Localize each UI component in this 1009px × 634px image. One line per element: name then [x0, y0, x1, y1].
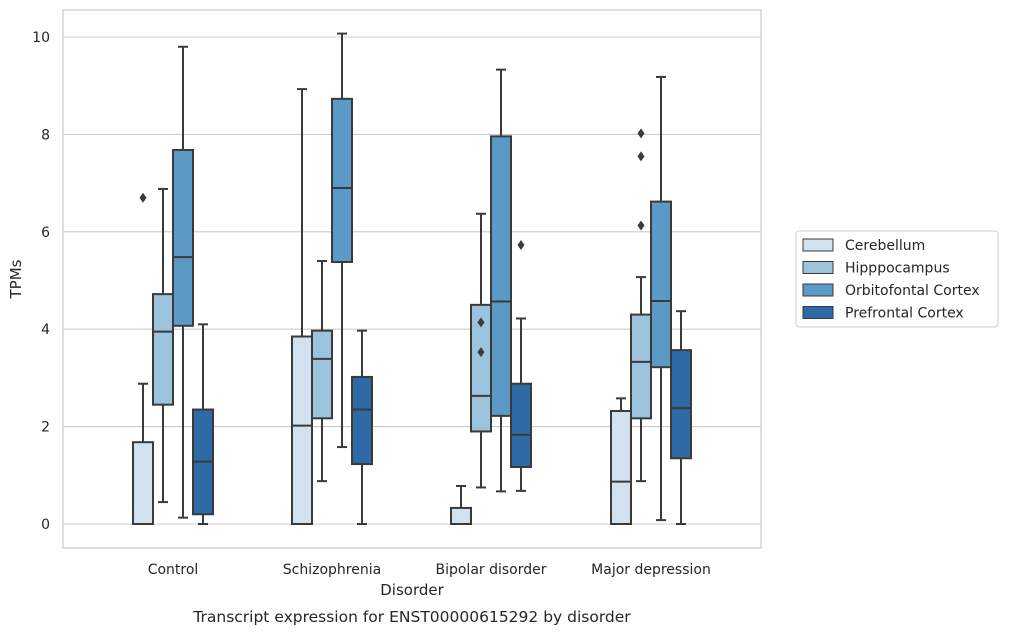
- box-hipppocampus: [630, 128, 652, 483]
- box-iqr: [610, 410, 632, 525]
- x-axis-ticks: Control Schizophrenia Bipolar disorder Majo…: [148, 562, 711, 578]
- box-iqr: [331, 97, 353, 263]
- box-orbitofontal-cortex: [331, 32, 353, 449]
- y-tick-label: 10: [32, 30, 50, 46]
- box-iqr: [490, 135, 512, 417]
- outlier-point: [139, 192, 147, 203]
- y-axis-ticks: 0 2 4 6 8 10: [32, 30, 50, 533]
- x-tick-label: Bipolar disorder: [435, 562, 546, 578]
- box-iqr: [510, 382, 532, 469]
- outlier-point: [637, 128, 645, 139]
- box-iqr: [351, 375, 373, 466]
- outlier-point: [637, 151, 645, 162]
- y-tick-label: 0: [41, 517, 50, 533]
- box-iqr: [450, 506, 472, 525]
- legend-frame: [795, 230, 999, 328]
- legend-label: Hipppocampus: [845, 261, 950, 277]
- box-prefrontal-cortex: [192, 323, 214, 525]
- legend-label: Prefrontal Cortex: [845, 306, 964, 322]
- outlier-point: [477, 317, 485, 328]
- box-orbitofontal-cortex: [172, 45, 194, 519]
- y-tick-label: 2: [41, 420, 50, 436]
- y-tick-label: 8: [41, 127, 50, 143]
- box-cerebellum: [291, 88, 313, 525]
- box-hipppocampus: [470, 212, 492, 489]
- outlier-point: [637, 220, 645, 231]
- box-hipppocampus: [152, 187, 174, 504]
- box-prefrontal-cortex: [510, 239, 532, 492]
- legend: Cerebellum Hipppocampus Orbitofontal Corte…: [795, 230, 999, 328]
- x-axis-title: Disorder: [380, 581, 444, 599]
- box-iqr: [630, 313, 652, 420]
- box-prefrontal-cortex: [670, 310, 692, 525]
- box-cerebellum: [132, 192, 154, 525]
- y-tick-label: 6: [41, 225, 50, 241]
- box-iqr: [670, 349, 692, 460]
- box-iqr: [152, 293, 174, 406]
- outlier-point: [477, 347, 485, 358]
- x-tick-label: Major depression: [591, 562, 711, 578]
- box-cerebellum: [450, 485, 472, 525]
- plot-frame: [62, 9, 762, 549]
- box-iqr: [132, 441, 154, 525]
- box-orbitofontal-cortex: [650, 75, 672, 522]
- legend-swatch: [802, 283, 834, 297]
- box-plot-series: [132, 32, 692, 525]
- box-prefrontal-cortex: [351, 329, 373, 525]
- box-hipppocampus: [311, 260, 333, 483]
- legend-label: Orbitofontal Cortex: [845, 283, 980, 299]
- legend-swatch: [802, 261, 834, 274]
- legend-swatch: [802, 238, 834, 252]
- box-iqr: [311, 329, 333, 420]
- box-iqr: [291, 335, 313, 525]
- y-tick-label: 4: [41, 322, 50, 338]
- box-cerebellum: [610, 397, 632, 525]
- outlier-point: [517, 239, 525, 250]
- legend-label: Cerebellum: [845, 238, 925, 254]
- x-tick-label: Control: [148, 562, 199, 578]
- box-orbitofontal-cortex: [490, 68, 512, 493]
- y-axis-title: TPMs: [7, 259, 25, 299]
- box-iqr: [172, 148, 194, 327]
- box-iqr: [650, 200, 672, 369]
- chart-caption: Transcript expression for ENST0000061529…: [192, 608, 631, 626]
- x-tick-label: Schizophrenia: [283, 562, 381, 578]
- legend-swatch: [802, 306, 834, 319]
